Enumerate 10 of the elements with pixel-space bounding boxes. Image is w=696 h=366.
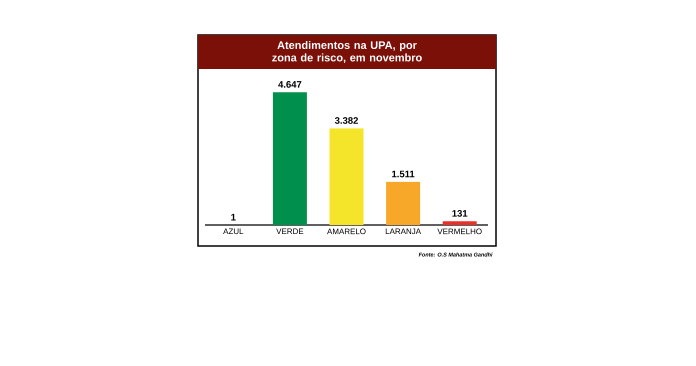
data-label: 3.382 xyxy=(334,117,358,124)
bar xyxy=(272,92,307,225)
data-label: 131 xyxy=(452,210,468,217)
bar xyxy=(442,221,477,225)
chart-title: Atendimentos na UPA, por zona de risco, em novembro xyxy=(272,40,422,64)
data-label: 1 xyxy=(231,214,236,220)
data-label: 4.647 xyxy=(278,81,302,88)
bar xyxy=(330,128,364,225)
data-label: 1.511 xyxy=(392,170,414,178)
bar xyxy=(386,182,420,225)
